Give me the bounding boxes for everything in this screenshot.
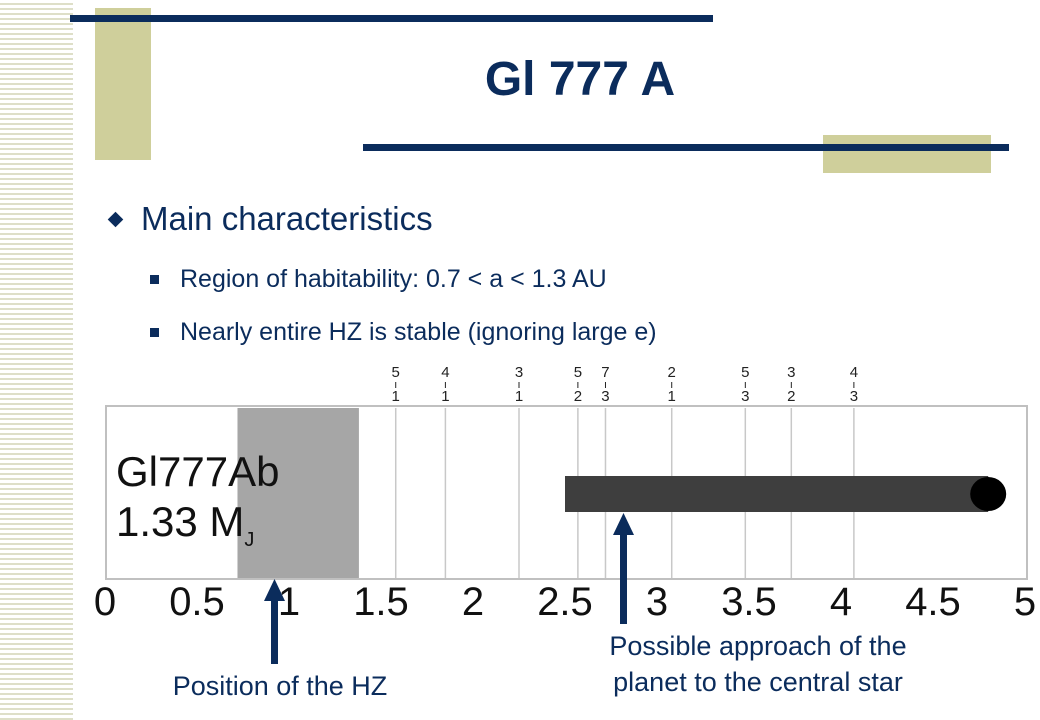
mass-value: 1.33 M xyxy=(116,498,244,545)
mass-subscript: J xyxy=(244,529,254,551)
navy-rule-top xyxy=(70,15,713,22)
approach-caption-line2: planet to the central star xyxy=(613,667,903,697)
navy-rule-bottom xyxy=(363,144,1009,151)
resonance-den-4: 3 xyxy=(601,388,609,405)
approach-caption-line1: Possible approach of the xyxy=(609,631,907,661)
resonance-num-1: 4 xyxy=(441,364,449,381)
x-tick-0: 0 xyxy=(94,580,116,624)
olive-block-left xyxy=(95,8,151,160)
resonance-labels: 5 1 4 1 3 1 5 2 7 3 2 1 5 3 3 2 4 3 xyxy=(392,364,859,405)
slide-title: Gl 777 A xyxy=(484,53,676,106)
x-tick-2: 1 xyxy=(278,580,300,624)
x-tick-5: 2.5 xyxy=(537,580,593,624)
resonance-den-7: 2 xyxy=(787,388,795,405)
approach-arrow xyxy=(613,513,634,624)
hz-caption: Position of the HZ xyxy=(110,668,450,704)
x-tick-1: 0.5 xyxy=(169,580,225,624)
hz-caption-text: Position of the HZ xyxy=(172,671,388,701)
heading-text: Main characteristics xyxy=(141,200,433,237)
olive-block-right xyxy=(823,135,991,173)
resonance-num-7: 3 xyxy=(787,364,795,381)
square-bullet-icon xyxy=(150,328,159,337)
resonance-den-1: 1 xyxy=(441,388,449,405)
sub-bullet-1-text: Region of habitability: 0.7 < a < 1.3 AU xyxy=(180,265,607,293)
resonance-num-0: 5 xyxy=(392,364,400,381)
planet-label: Gl777Ab xyxy=(116,448,279,495)
resonance-den-8: 3 xyxy=(850,388,858,405)
x-tick-4: 2 xyxy=(462,580,484,624)
resonance-den-2: 1 xyxy=(515,388,523,405)
resonance-den-6: 3 xyxy=(741,388,749,405)
resonance-num-3: 5 xyxy=(574,364,582,381)
resonance-num-4: 7 xyxy=(601,364,609,381)
resonance-num-2: 3 xyxy=(515,364,523,381)
sub-bullet-2-text: Nearly entire HZ is stable (ignoring lar… xyxy=(180,318,657,346)
resonance-den-3: 2 xyxy=(574,388,582,405)
habitable-zone-band xyxy=(237,408,359,578)
resonance-den-5: 1 xyxy=(668,388,676,405)
x-tick-8: 4 xyxy=(830,580,852,624)
mass-label: 1.33 MJ xyxy=(116,498,254,551)
resonance-num-8: 4 xyxy=(850,364,858,381)
striped-margin xyxy=(0,0,73,720)
x-tick-10: 5 xyxy=(1014,580,1036,624)
x-tick-6: 3 xyxy=(646,580,668,624)
resonance-den-0: 1 xyxy=(392,388,400,405)
hz-arrow xyxy=(264,579,285,664)
x-tick-9: 4.5 xyxy=(905,580,961,624)
x-tick-7: 3.5 xyxy=(721,580,777,624)
plot-frame xyxy=(105,405,1028,580)
sub-bullet-2: Nearly entire HZ is stable (ignoring lar… xyxy=(150,318,657,347)
resonance-num-6: 5 xyxy=(741,364,749,381)
x-tick-3: 1.5 xyxy=(353,580,409,624)
approach-caption: Possible approach of the planet to the c… xyxy=(530,628,986,700)
x-tick-labels: 0 0.5 1 1.5 2 2.5 3 3.5 4 4.5 5 xyxy=(94,580,1036,624)
sub-bullet-1: Region of habitability: 0.7 < a < 1.3 AU xyxy=(150,265,607,294)
square-bullet-icon xyxy=(150,275,159,284)
resonance-num-5: 2 xyxy=(668,364,676,381)
approach-range-bar xyxy=(565,476,989,512)
periapsis-dot xyxy=(970,477,1007,511)
heading-bullet: Main characteristics xyxy=(107,200,433,238)
